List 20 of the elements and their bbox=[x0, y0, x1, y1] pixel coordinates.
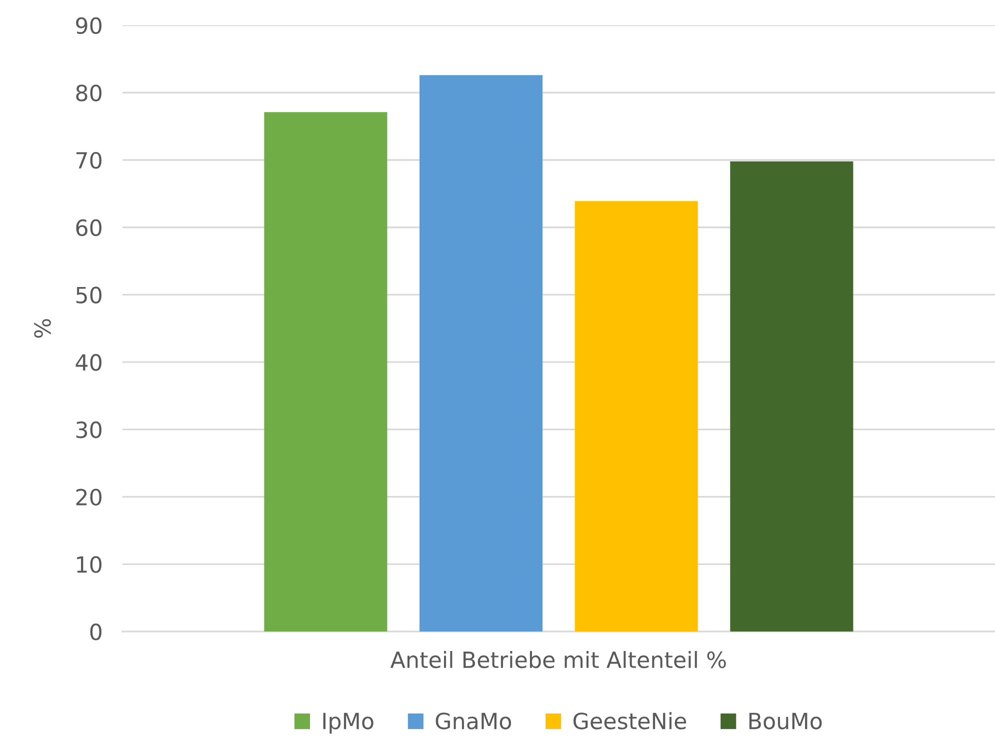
bar bbox=[730, 161, 854, 632]
y-tick-label: 50 bbox=[76, 286, 102, 304]
bar bbox=[574, 201, 698, 632]
y-tick-label: 20 bbox=[76, 488, 102, 506]
y-tick-label: 80 bbox=[76, 84, 102, 102]
x-tick-label: Anteil Betriebe mit Altenteil % bbox=[390, 650, 726, 668]
y-tick-label: 30 bbox=[76, 421, 102, 438]
bar bbox=[264, 112, 388, 632]
y-tick-label: 90 bbox=[76, 17, 102, 34]
bar bbox=[420, 75, 543, 632]
legend-label: GeesteNie bbox=[573, 712, 686, 730]
legend-label: IpMo bbox=[323, 712, 374, 734]
y-tick-label: 10 bbox=[77, 556, 102, 573]
legend-label: BouMo bbox=[749, 712, 822, 730]
y-axis-title: % bbox=[34, 319, 51, 338]
y-tick-label: 60 bbox=[76, 219, 102, 236]
legend-label: GnaMo bbox=[436, 712, 512, 730]
y-tick-label: 70 bbox=[76, 152, 102, 169]
y-tick-label: 0 bbox=[90, 624, 102, 640]
y-tick-label: 40 bbox=[76, 354, 102, 371]
